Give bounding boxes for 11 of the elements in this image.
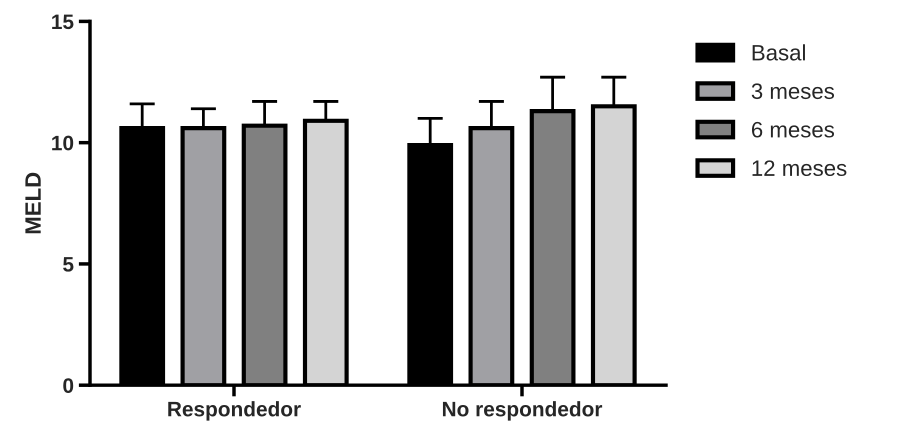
y-tick-label: 15 — [52, 14, 74, 30]
legend-label: 3 meses — [752, 83, 834, 100]
legend-label: 6 meses — [752, 122, 834, 138]
y-tick-label: 5 — [63, 257, 74, 272]
x-tick-label: No respondedor — [442, 401, 602, 421]
y-tick-label: 10 — [52, 136, 74, 150]
legend-label: 12 meses — [752, 160, 846, 176]
y-axis-title: MELD — [25, 172, 41, 234]
x-tick-label: Respondedor — [168, 401, 301, 421]
legend-label: Basal — [752, 44, 805, 61]
y-tick-label: 0 — [63, 378, 74, 393]
